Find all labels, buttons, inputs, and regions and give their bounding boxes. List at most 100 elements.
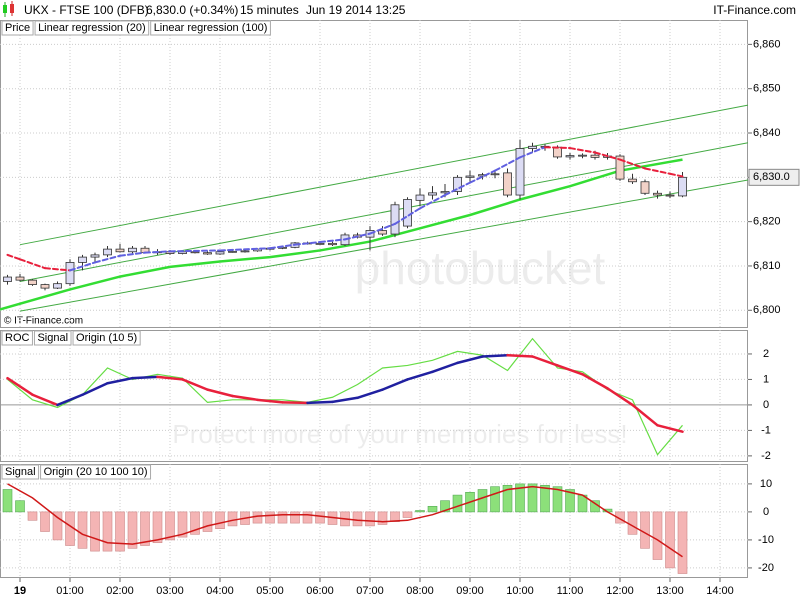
price-panel <box>0 20 748 328</box>
histogram-bar <box>427 505 438 513</box>
copyright: © IT-Finance.com <box>4 316 83 327</box>
candle-body <box>90 254 100 258</box>
candle-body <box>640 181 650 194</box>
candle-body <box>315 242 325 245</box>
candle-body <box>453 176 462 192</box>
series-segment <box>531 355 559 367</box>
date: Jun 19 2014 13:25 <box>306 3 406 17</box>
candle-body <box>28 279 37 285</box>
candle-body <box>15 276 25 281</box>
series-segment <box>444 181 471 197</box>
series-segment <box>206 388 234 398</box>
histogram-bar <box>477 489 488 513</box>
last-price: 6,830.0 (+0.34%) <box>146 3 238 17</box>
histogram-bar <box>627 511 638 535</box>
series-segment <box>331 396 359 404</box>
histogram-bar <box>177 511 188 538</box>
y-tick-label: -10 <box>758 534 774 546</box>
histogram-bar <box>15 500 25 513</box>
histogram-bar <box>2 489 13 513</box>
y-tick-label: 2 <box>763 348 769 360</box>
series-segment <box>106 376 134 385</box>
series-segment <box>6 253 21 261</box>
histogram-bar <box>415 510 425 513</box>
histogram-bar <box>277 511 288 524</box>
legend-label: ROC <box>5 332 30 344</box>
histogram-bar <box>302 511 313 524</box>
histogram-bar <box>565 489 575 513</box>
candle-body <box>190 251 200 254</box>
y-tick-label: 0 <box>763 506 769 518</box>
x-tick-label: 14:00 <box>706 585 734 597</box>
candle-body <box>378 230 387 235</box>
series-line <box>7 483 683 558</box>
symbol: UKX - FTSE 100 (DFB) <box>24 3 149 17</box>
y-tick-label: -2 <box>761 450 771 462</box>
histogram-bar <box>402 511 413 518</box>
series-segment <box>419 194 446 210</box>
series-segment <box>519 146 546 159</box>
series-segment <box>494 156 521 172</box>
series-segment <box>594 151 621 161</box>
legend-box <box>1 464 40 480</box>
y-tick-label: -1 <box>761 424 771 436</box>
series-segment <box>306 400 334 405</box>
histogram-bar <box>215 511 225 530</box>
histogram-bar <box>40 511 50 532</box>
series-segment <box>56 393 84 407</box>
series-segment <box>544 146 571 150</box>
histogram-bar <box>452 494 463 513</box>
series-segment <box>81 382 109 396</box>
series-line <box>19 104 749 246</box>
series-segment <box>156 375 184 381</box>
last-price-label: 6,830.0 <box>753 171 790 183</box>
candle-body <box>115 248 125 253</box>
series-segment <box>481 353 509 358</box>
candle-body <box>403 199 412 227</box>
histogram-bar <box>490 486 500 513</box>
x-tick-label: 07:00 <box>356 585 384 597</box>
candle-body <box>503 172 512 196</box>
histogram-bar <box>515 483 525 513</box>
series-line <box>19 142 749 282</box>
series-segment <box>431 361 459 374</box>
series-segment <box>344 232 371 241</box>
x-tick-label: 01:00 <box>56 585 84 597</box>
series-segment <box>31 393 59 407</box>
legend-label: Origin (10 5) <box>76 332 137 344</box>
series-segment <box>6 376 34 396</box>
candle-body <box>528 145 537 149</box>
legend-label: Linear regression (20) <box>38 22 146 34</box>
series-segment <box>256 398 284 404</box>
x-tick-label: 19 <box>14 585 26 597</box>
histogram-bar <box>115 511 125 552</box>
series-segment <box>356 388 384 400</box>
series-segment <box>406 370 434 381</box>
y-tick-label: -20 <box>758 562 774 574</box>
candle-body <box>65 262 75 285</box>
histogram-bar <box>152 511 163 544</box>
y-tick-label: 1 <box>763 373 769 385</box>
histogram-bar <box>265 511 275 524</box>
histogram-bar <box>315 511 325 524</box>
series-segment <box>369 222 396 235</box>
histogram-bar <box>290 511 300 524</box>
histogram-bar <box>665 511 675 569</box>
candle-body <box>203 252 212 255</box>
series-segment <box>381 378 409 391</box>
series-segment <box>606 387 634 407</box>
histogram-bar <box>552 486 563 513</box>
histogram-bar <box>440 500 450 513</box>
x-tick-label: 05:00 <box>256 585 284 597</box>
series-segment <box>631 403 659 427</box>
candle-body <box>615 155 625 180</box>
series-segment <box>181 378 209 391</box>
histogram-bar <box>190 511 200 535</box>
legend-box <box>1 330 33 346</box>
x-tick-label: 04:00 <box>206 585 234 597</box>
series-segment <box>581 373 609 390</box>
series-segment <box>219 247 271 252</box>
legend-box <box>1 20 34 36</box>
histogram-panel <box>0 464 748 578</box>
